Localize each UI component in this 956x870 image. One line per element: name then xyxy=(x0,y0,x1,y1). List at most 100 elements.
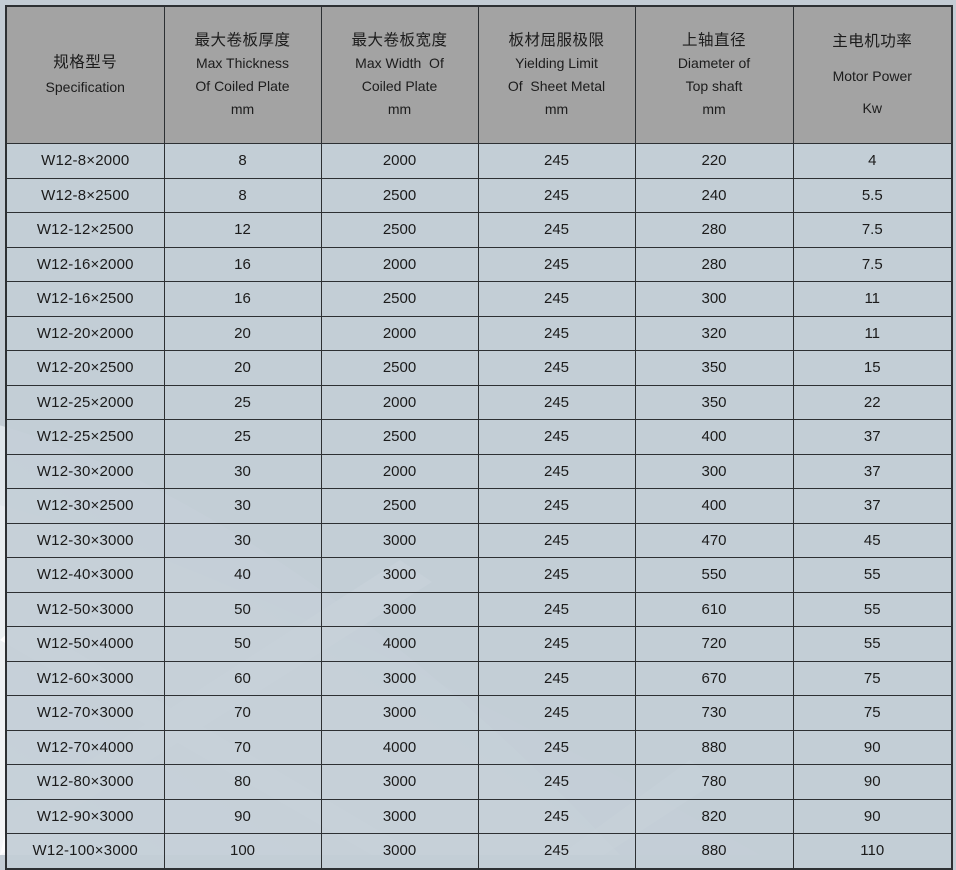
cell-max_thickness: 20 xyxy=(163,350,322,386)
cell-specification: W12-70×3000 xyxy=(5,695,165,731)
cell-max_thickness: 8 xyxy=(163,143,322,179)
header-english-specification: Specification xyxy=(45,79,125,95)
cell-max_width: 3000 xyxy=(320,522,479,558)
cell-specification: W12-90×3000 xyxy=(5,798,165,834)
cell-specification: W12-70×4000 xyxy=(5,729,165,765)
cell-top_shaft_diameter: 400 xyxy=(634,488,794,524)
cell-max_thickness: 25 xyxy=(163,384,322,420)
cell-max_thickness: 100 xyxy=(163,833,322,869)
table-row: W12-30×2500 30 2500 245 400 37 xyxy=(5,488,953,524)
cell-max_width: 3000 xyxy=(320,798,479,834)
header-english-motor-power: Motor Power xyxy=(832,68,912,84)
cell-max_width: 2500 xyxy=(320,281,479,317)
cell-motor_power: 37 xyxy=(792,488,953,524)
cell-max_thickness: 8 xyxy=(163,177,322,213)
cell-motor_power: 75 xyxy=(792,660,953,696)
cell-specification: W12-16×2500 xyxy=(5,281,165,317)
table-body: W12-8×2000 8 2000 245 220 4 W12-8×2500 8 2500 245… xyxy=(5,143,953,869)
table-row: W12-100×3000 100 3000 245 880 110 xyxy=(5,833,953,869)
cell-yielding_limit: 245 xyxy=(477,384,636,420)
table-row: W12-40×3000 40 3000 245 550 55 xyxy=(5,557,953,593)
cell-specification: W12-12×2500 xyxy=(5,212,165,248)
header-chinese-top-shaft-diameter: 上轴直径 xyxy=(681,32,746,49)
column-header-yielding-limit: 板材屈服极限 Yielding Limit Of Sheet Metal mm xyxy=(477,5,636,144)
cell-yielding_limit: 245 xyxy=(477,143,636,179)
cell-top_shaft_diameter: 470 xyxy=(634,522,794,558)
cell-yielding_limit: 245 xyxy=(477,453,636,489)
header-english-max-thickness-line2: Of Coiled Plate xyxy=(195,78,290,94)
cell-max_thickness: 16 xyxy=(163,246,322,282)
cell-top_shaft_diameter: 350 xyxy=(634,384,794,420)
table-row: W12-30×2000 30 2000 245 300 37 xyxy=(5,453,953,489)
cell-motor_power: 90 xyxy=(792,729,953,765)
cell-yielding_limit: 245 xyxy=(477,660,636,696)
cell-top_shaft_diameter: 300 xyxy=(634,281,794,317)
cell-motor_power: 90 xyxy=(792,764,953,800)
cell-max_width: 2500 xyxy=(320,177,479,213)
cell-yielding_limit: 245 xyxy=(477,350,636,386)
header-english-max-width-line2: Coiled Plate xyxy=(361,78,438,94)
cell-yielding_limit: 245 xyxy=(477,833,636,869)
cell-motor_power: 22 xyxy=(792,384,953,420)
table-row: W12-90×3000 90 3000 245 820 90 xyxy=(5,798,953,834)
cell-specification: W12-30×2000 xyxy=(5,453,165,489)
column-header-specification: 规格型号 Specification xyxy=(5,5,165,144)
cell-specification: W12-60×3000 xyxy=(5,660,165,696)
cell-top_shaft_diameter: 240 xyxy=(634,177,794,213)
cell-yielding_limit: 245 xyxy=(477,729,636,765)
cell-specification: W12-100×3000 xyxy=(5,833,165,869)
cell-motor_power: 7.5 xyxy=(792,246,953,282)
table-row: W12-20×2000 20 2000 245 320 11 xyxy=(5,315,953,351)
cell-specification: W12-8×2500 xyxy=(5,177,165,213)
table-row: W12-16×2000 16 2000 245 280 7.5 xyxy=(5,246,953,282)
cell-motor_power: 37 xyxy=(792,419,953,455)
cell-yielding_limit: 245 xyxy=(477,419,636,455)
header-unit-yielding-limit: mm xyxy=(544,101,569,117)
column-header-max-thickness: 最大卷板厚度 Max Thickness Of Coiled Plate mm xyxy=(163,5,322,144)
cell-max_thickness: 50 xyxy=(163,591,322,627)
cell-specification: W12-50×4000 xyxy=(5,626,165,662)
header-english-max-thickness-line1: Max Thickness xyxy=(195,55,290,71)
header-unit-motor-power: Kw xyxy=(862,100,882,116)
header-chinese-specification: 规格型号 xyxy=(53,54,118,71)
cell-max_thickness: 40 xyxy=(163,557,322,593)
table-row: W12-25×2500 25 2500 245 400 37 xyxy=(5,419,953,455)
table-row: W12-20×2500 20 2500 245 350 15 xyxy=(5,350,953,386)
cell-max_width: 2000 xyxy=(320,384,479,420)
cell-motor_power: 110 xyxy=(792,833,953,869)
cell-top_shaft_diameter: 780 xyxy=(634,764,794,800)
cell-yielding_limit: 245 xyxy=(477,212,636,248)
cell-specification: W12-20×2000 xyxy=(5,315,165,351)
cell-max_thickness: 30 xyxy=(163,488,322,524)
cell-max_thickness: 50 xyxy=(163,626,322,662)
table-row: W12-70×3000 70 3000 245 730 75 xyxy=(5,695,953,731)
cell-specification: W12-80×3000 xyxy=(5,764,165,800)
cell-yielding_limit: 245 xyxy=(477,177,636,213)
header-english-top-shaft-diameter-line2: Top shaft xyxy=(685,78,743,94)
cell-yielding_limit: 245 xyxy=(477,315,636,351)
cell-top_shaft_diameter: 320 xyxy=(634,315,794,351)
cell-specification: W12-25×2500 xyxy=(5,419,165,455)
column-header-max-width: 最大卷板宽度 Max Width Of Coiled Plate mm xyxy=(320,5,479,144)
cell-top_shaft_diameter: 820 xyxy=(634,798,794,834)
cell-max_width: 2500 xyxy=(320,488,479,524)
cell-max_width: 3000 xyxy=(320,695,479,731)
cell-specification: W12-30×2500 xyxy=(5,488,165,524)
cell-top_shaft_diameter: 670 xyxy=(634,660,794,696)
table-row: W12-50×4000 50 4000 245 720 55 xyxy=(5,626,953,662)
cell-top_shaft_diameter: 400 xyxy=(634,419,794,455)
cell-yielding_limit: 245 xyxy=(477,281,636,317)
table-row: W12-50×3000 50 3000 245 610 55 xyxy=(5,591,953,627)
cell-max_thickness: 90 xyxy=(163,798,322,834)
cell-max_width: 2000 xyxy=(320,315,479,351)
cell-top_shaft_diameter: 220 xyxy=(634,143,794,179)
header-unit-top-shaft-diameter: mm xyxy=(702,101,726,117)
cell-specification: W12-25×2000 xyxy=(5,384,165,420)
header-chinese-max-width: 最大卷板宽度 xyxy=(351,32,448,49)
cell-motor_power: 11 xyxy=(792,281,953,317)
cell-max_width: 2500 xyxy=(320,350,479,386)
cell-top_shaft_diameter: 280 xyxy=(634,246,794,282)
cell-max_thickness: 60 xyxy=(163,660,322,696)
cell-top_shaft_diameter: 350 xyxy=(634,350,794,386)
cell-motor_power: 90 xyxy=(792,798,953,834)
